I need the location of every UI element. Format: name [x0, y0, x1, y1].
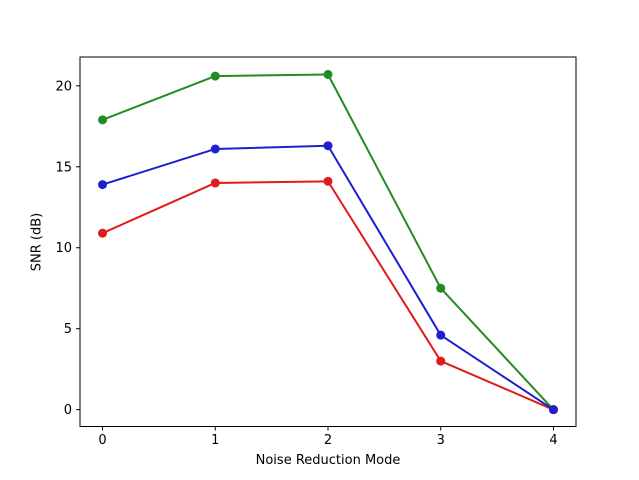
data-point-red-series — [98, 228, 108, 238]
data-point-green-series — [436, 283, 446, 293]
series-line-red-series — [101, 180, 555, 411]
data-point-blue-series — [210, 144, 220, 154]
data-point-green-series — [210, 71, 220, 81]
x-axis-title: Noise Reduction Mode — [255, 453, 401, 468]
y-tick-label: 5 — [64, 322, 72, 337]
y-axis-title: SNR (dB) — [29, 212, 45, 272]
data-point-green-series — [323, 69, 333, 79]
y-tick-label: 0 — [64, 403, 72, 418]
x-tick-label: 1 — [211, 433, 219, 448]
data-point-blue-series — [98, 180, 108, 190]
series-line-green-series — [101, 73, 555, 411]
y-tick-label: 10 — [55, 241, 72, 256]
x-tick-label: 4 — [549, 433, 557, 448]
x-tick-label: 0 — [98, 433, 106, 448]
x-tick-label: 3 — [437, 433, 445, 448]
plot-border — [79, 56, 577, 427]
data-point-blue-series — [323, 141, 333, 151]
data-point-red-series — [210, 178, 220, 188]
data-point-blue-series — [436, 330, 446, 340]
y-tick-label: 20 — [55, 79, 72, 94]
data-point-red-series — [323, 176, 333, 186]
data-point-red-series — [436, 356, 446, 366]
x-tick-label: 2 — [324, 433, 332, 448]
data-point-blue-series — [548, 405, 558, 415]
data-point-green-series — [98, 115, 108, 125]
y-tick-label: 15 — [55, 160, 72, 175]
